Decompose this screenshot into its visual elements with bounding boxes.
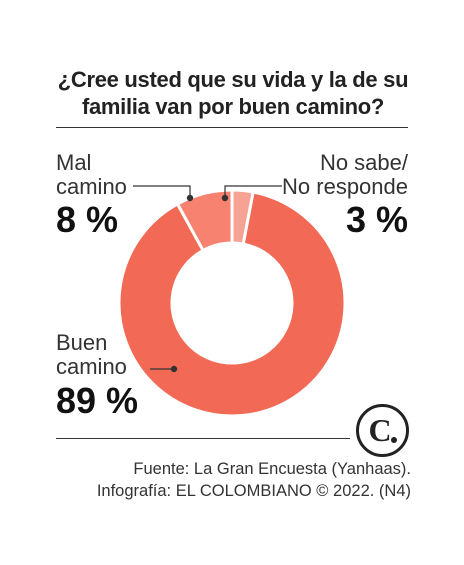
label-nosabe-line1: No sabe/ (319, 150, 408, 175)
label-mal-line1: Mal (56, 150, 92, 175)
title-line-1: ¿Cree usted que su vida y la de su (57, 67, 409, 92)
label-buen-line2: camino (56, 354, 127, 379)
source-line-1: Fuente: La Gran Encuesta (Yanhaas). (133, 460, 411, 478)
title-line-2: familia van por buen camino? (81, 94, 385, 119)
label-mal-line2: camino (56, 174, 127, 199)
leader-line-mal (133, 185, 191, 198)
leader-dot-mal (186, 194, 194, 202)
source-line-2: Infografía: EL COLOMBIANO © 2022. (N4) (96, 482, 411, 500)
slice-buen-camino (117, 190, 347, 418)
label-buen-line1: Buen (56, 330, 108, 355)
el-colombiano-logo: C (356, 404, 409, 457)
chart-title: ¿Cree usted que su vida y la de su famil… (40, 66, 426, 120)
value-buen: 89 % (56, 380, 139, 421)
value-nosabe: 3 % (345, 199, 408, 240)
leader-line-nosabe (224, 185, 282, 198)
top-divider (56, 127, 408, 128)
leader-dot-nosabe (221, 194, 229, 202)
label-nosabe-line2: No responde (282, 174, 408, 199)
value-mal: 8 % (56, 199, 119, 240)
leader-dot-buen (170, 365, 178, 373)
logo-letter: C (368, 412, 391, 448)
bottom-divider (56, 438, 350, 439)
